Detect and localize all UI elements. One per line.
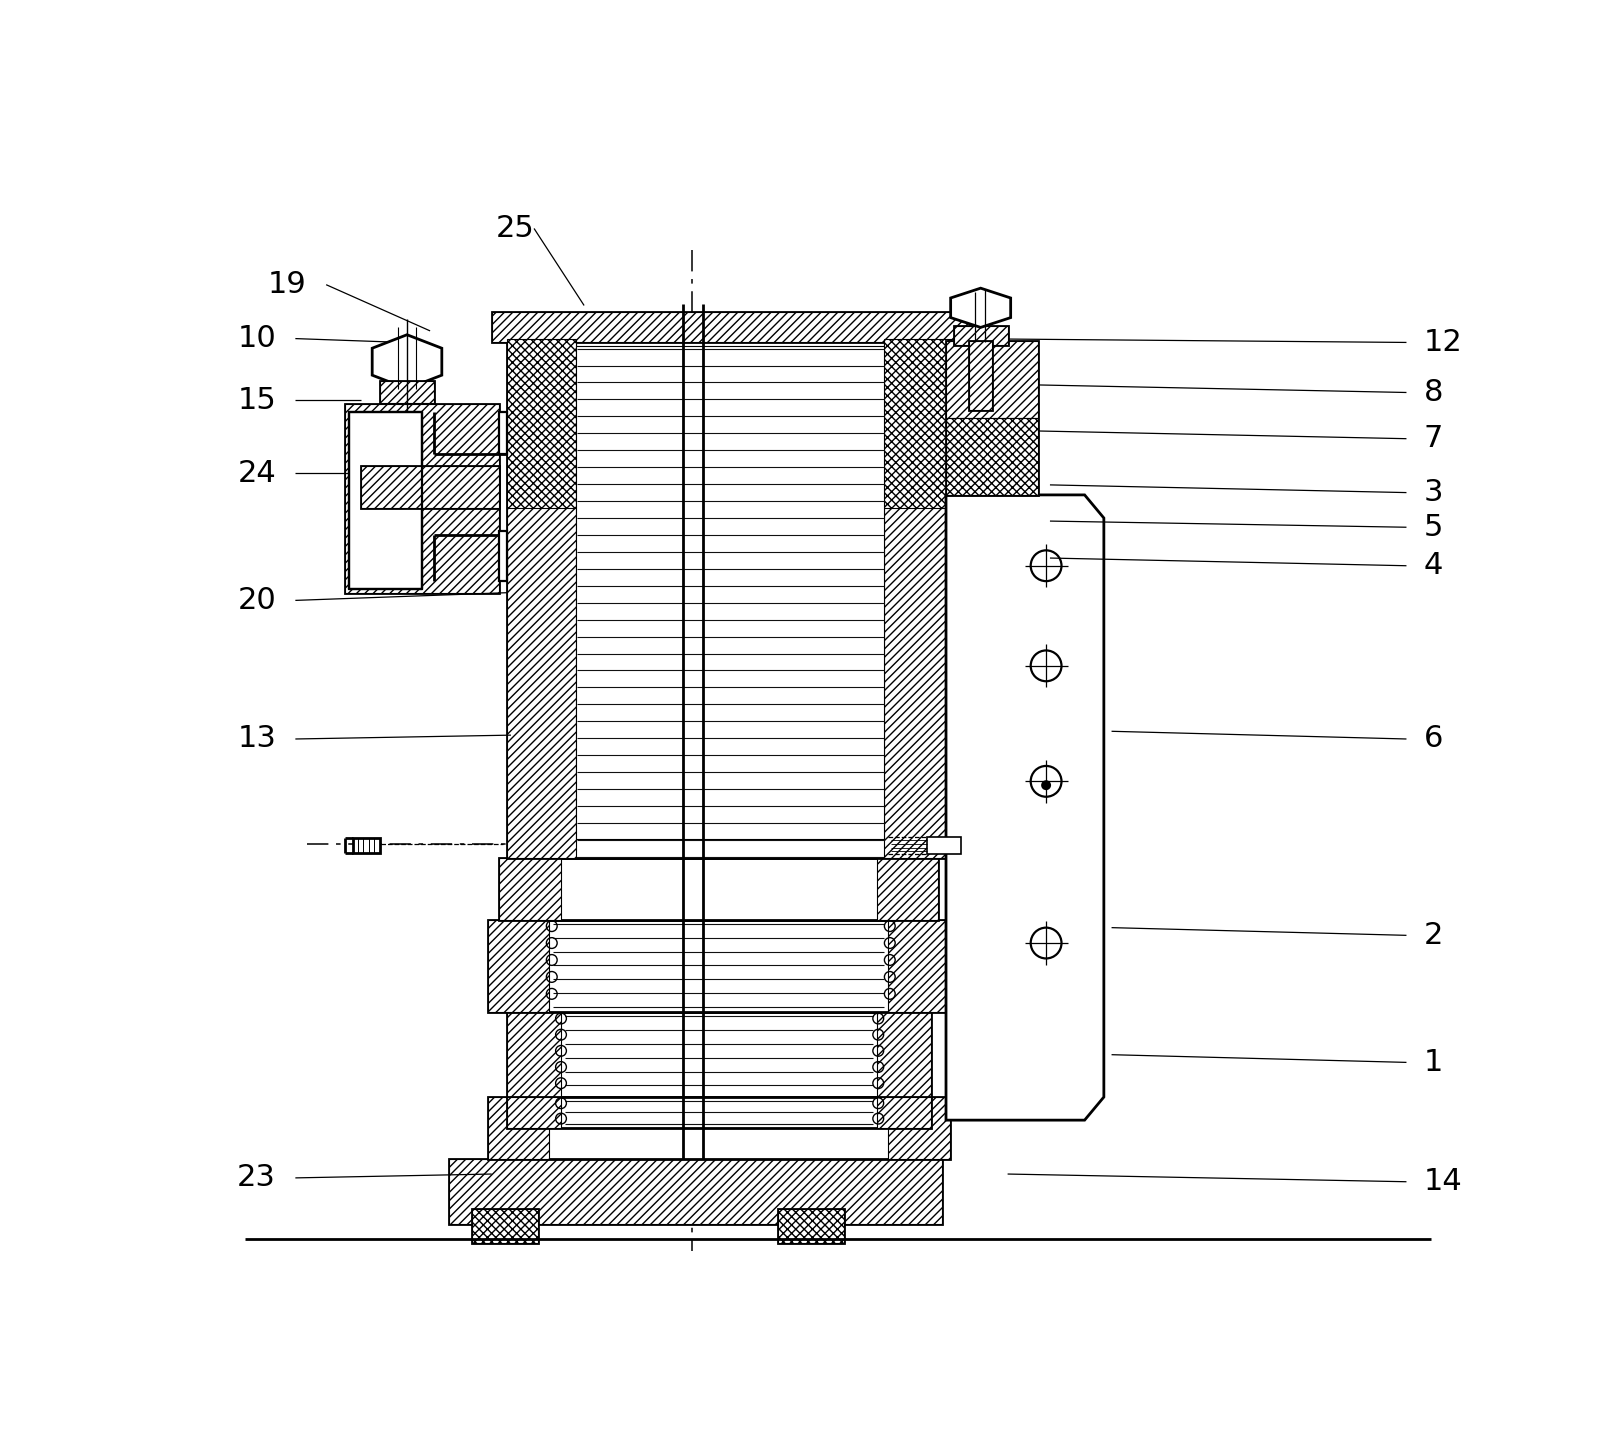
Text: 6: 6: [1424, 724, 1444, 754]
Bar: [946, 340, 1038, 495]
Bar: [491, 311, 968, 342]
Text: 24: 24: [237, 459, 276, 487]
Text: 23: 23: [237, 1164, 276, 1193]
Bar: [878, 1012, 931, 1097]
Bar: [380, 381, 435, 402]
Bar: [508, 339, 576, 508]
Bar: [500, 412, 508, 454]
Circle shape: [1043, 782, 1049, 789]
Bar: [360, 466, 500, 508]
Text: 3: 3: [1424, 479, 1444, 508]
Polygon shape: [371, 335, 441, 389]
Bar: [878, 1097, 931, 1128]
Bar: [576, 346, 884, 839]
Bar: [954, 326, 1007, 345]
Bar: [508, 1097, 561, 1128]
Bar: [349, 412, 422, 588]
Text: 8: 8: [1424, 378, 1444, 407]
Bar: [491, 311, 968, 342]
Text: 10: 10: [237, 324, 276, 353]
Polygon shape: [950, 288, 1011, 327]
Bar: [954, 326, 1007, 345]
Bar: [488, 1097, 550, 1158]
Text: 7: 7: [1424, 424, 1444, 453]
Bar: [449, 1158, 942, 1224]
Bar: [946, 340, 1038, 418]
Bar: [968, 340, 993, 410]
Bar: [779, 1208, 843, 1243]
Bar: [345, 404, 500, 593]
Bar: [500, 858, 938, 920]
Text: 5: 5: [1424, 513, 1444, 542]
Bar: [889, 1097, 950, 1158]
Text: 25: 25: [495, 213, 534, 244]
Bar: [488, 1097, 950, 1158]
Bar: [508, 339, 576, 858]
Text: 4: 4: [1424, 551, 1444, 580]
Bar: [500, 531, 508, 581]
Bar: [889, 920, 950, 1012]
Bar: [360, 466, 500, 508]
Bar: [380, 381, 435, 402]
Text: 12: 12: [1424, 327, 1461, 358]
Bar: [488, 920, 950, 1012]
Polygon shape: [345, 404, 500, 593]
Bar: [878, 858, 938, 920]
Bar: [449, 1158, 942, 1224]
Bar: [488, 920, 550, 1012]
Text: 19: 19: [268, 270, 307, 298]
Bar: [968, 340, 993, 410]
Bar: [508, 339, 954, 858]
Text: 15: 15: [237, 385, 276, 415]
Bar: [508, 1012, 561, 1097]
Text: 20: 20: [237, 585, 276, 614]
Bar: [508, 1012, 931, 1097]
Polygon shape: [946, 495, 1105, 1120]
Bar: [946, 418, 1038, 495]
Text: 13: 13: [237, 724, 276, 754]
Bar: [508, 1097, 931, 1128]
Bar: [472, 1208, 539, 1243]
Text: 14: 14: [1424, 1167, 1461, 1197]
Bar: [779, 1208, 843, 1243]
Bar: [884, 339, 954, 858]
Bar: [472, 1208, 539, 1243]
Bar: [926, 836, 962, 854]
Text: 1: 1: [1424, 1048, 1444, 1077]
Bar: [500, 858, 561, 920]
Bar: [354, 838, 380, 854]
Text: 2: 2: [1424, 921, 1444, 950]
Bar: [884, 339, 954, 508]
